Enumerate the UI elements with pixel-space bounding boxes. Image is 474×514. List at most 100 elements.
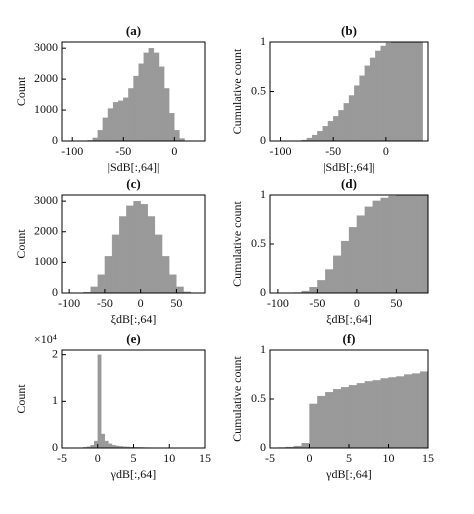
histogram-bar — [375, 50, 381, 142]
y-tick-label: 0 — [260, 133, 266, 147]
histogram-bar — [97, 274, 106, 294]
panel-title: (e) — [126, 331, 140, 346]
x-axis-label: γdB[:,64] — [110, 467, 157, 481]
histogram-bar — [111, 234, 120, 294]
histogram-bar — [348, 227, 358, 294]
panel-title: (f) — [343, 331, 356, 346]
y-axis-label: Cumulative count — [230, 356, 244, 442]
histogram-bar — [364, 65, 371, 142]
x-tick-label: 5 — [346, 451, 352, 465]
histogram-bar — [317, 395, 326, 449]
x-tick-label: -100 — [58, 296, 80, 310]
x-tick-label: -100 — [267, 296, 289, 310]
histogram-bar — [380, 197, 389, 294]
y-tick-label: 0 — [52, 133, 58, 147]
histogram-bar — [419, 194, 429, 294]
x-tick-label: 10 — [163, 451, 175, 465]
histogram-bar — [90, 286, 98, 294]
y-tick-label: 1000 — [34, 102, 58, 116]
histogram-bar — [174, 130, 180, 142]
y-tick-label: 3000 — [34, 193, 58, 207]
x-tick-label: -50 — [325, 144, 341, 158]
histogram-bar — [119, 216, 127, 294]
histogram-bar — [364, 206, 373, 294]
histogram-bar — [123, 97, 129, 142]
y-tick-label: 0 — [52, 440, 58, 454]
histogram-bar — [333, 255, 342, 294]
histogram-bar — [327, 121, 334, 142]
histogram-bar — [372, 200, 381, 294]
histogram-bar — [102, 117, 109, 142]
histogram-bar — [340, 387, 350, 449]
axis-multiplier: ×10⁴ — [34, 332, 57, 346]
histogram-bar — [356, 383, 365, 449]
histogram-bar — [108, 443, 113, 449]
histogram-bar — [333, 116, 339, 142]
y-tick-label: 0.5 — [251, 391, 266, 405]
histogram-bar — [385, 42, 392, 142]
histogram-bar — [396, 376, 405, 449]
x-tick-label: 0 — [307, 451, 313, 465]
histogram-bar — [364, 381, 373, 449]
histogram-bar — [161, 256, 170, 294]
histogram-bar — [340, 240, 350, 294]
histogram-bar — [147, 216, 156, 294]
histogram-bar — [112, 102, 119, 142]
histogram-bar — [417, 41, 423, 142]
y-tick-label: 2000 — [34, 224, 58, 238]
histogram-bar — [148, 48, 155, 142]
histogram-bar — [325, 391, 334, 449]
histogram-bar — [133, 75, 139, 142]
y-tick-label: 0 — [260, 285, 266, 299]
histogram-bar — [163, 88, 170, 142]
y-tick-label: 1000 — [34, 254, 58, 268]
x-tick-label: -50 — [97, 296, 113, 310]
histogram-bar — [404, 194, 413, 294]
histogram-bar — [94, 440, 98, 449]
histogram-bar — [158, 66, 165, 142]
histogram-bar — [176, 286, 184, 294]
histogram-bar — [359, 75, 365, 142]
x-axis-label: |SdB[:,64]| — [323, 160, 375, 174]
histogram-bar — [311, 134, 318, 142]
histogram-bar — [128, 88, 134, 142]
histogram-bar — [406, 41, 413, 142]
x-tick-label: 5 — [131, 451, 137, 465]
histogram-bar — [338, 110, 344, 142]
x-tick-label: 0 — [383, 144, 389, 158]
histogram-bar — [333, 389, 342, 449]
y-tick-label: 0 — [260, 440, 266, 454]
axes-box — [61, 349, 206, 449]
histogram-bar — [104, 440, 109, 449]
panel-title: (a) — [126, 23, 141, 38]
histogram-bar — [388, 195, 397, 294]
panel-title: (b) — [341, 23, 357, 38]
histogram-bar — [104, 256, 113, 294]
y-tick-label: 1 — [52, 393, 58, 407]
y-axis-label: Count — [14, 229, 28, 259]
y-tick-label: 1 — [260, 34, 266, 48]
y-tick-label: 2 — [52, 346, 58, 360]
x-tick-label: 50 — [170, 296, 182, 310]
histogram-bar — [169, 113, 175, 142]
x-tick-label: -5 — [265, 451, 275, 465]
histogram-bar — [317, 130, 323, 142]
histogram-bar — [412, 194, 421, 294]
x-axis-label: ξdB[:,64] — [111, 312, 157, 326]
histogram-bar — [343, 103, 350, 142]
y-tick-label: 0.5 — [251, 236, 266, 250]
histogram-bar — [309, 286, 318, 294]
x-tick-label: -5 — [57, 451, 67, 465]
histogram-bar — [412, 41, 418, 142]
histogram-bar — [143, 52, 149, 142]
histogram-bar — [390, 41, 397, 142]
x-tick-label: -100 — [61, 144, 83, 158]
y-tick-label: 2000 — [34, 71, 58, 85]
histogram-bar — [126, 205, 134, 294]
histogram-bar — [154, 234, 163, 294]
histogram-bar — [97, 354, 102, 449]
histogram-bar — [322, 126, 329, 142]
histogram-bar — [404, 374, 413, 449]
histogram-bar — [118, 100, 124, 142]
y-tick-label: 1 — [260, 187, 266, 201]
